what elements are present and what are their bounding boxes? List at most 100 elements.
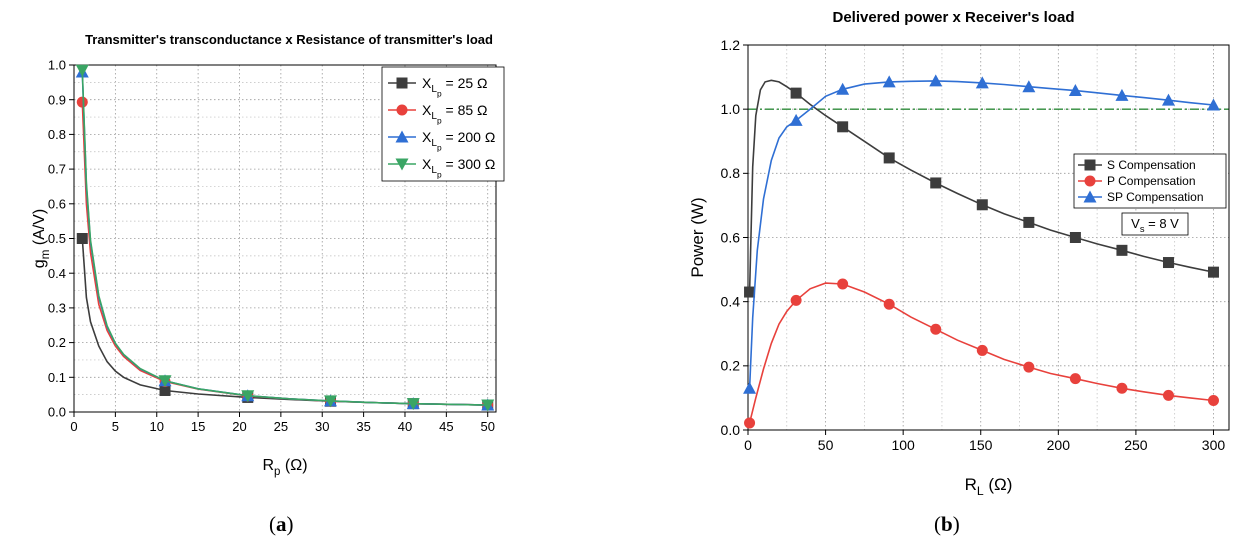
x-tick-label: 50	[480, 419, 494, 434]
series-1	[744, 79, 1219, 298]
data-point	[975, 76, 989, 89]
legend-marker	[1083, 190, 1097, 203]
data-point	[1207, 266, 1219, 278]
data-point	[1162, 257, 1174, 269]
legend-item: SP Compensation	[1078, 190, 1204, 204]
data-point	[1023, 216, 1035, 228]
x-tick-label: 30	[315, 419, 329, 434]
y-tick-label: 0.2	[48, 335, 66, 350]
y-tick-label: 0.8	[721, 165, 741, 181]
data-point	[1068, 84, 1082, 97]
x-tick-label: 5	[112, 419, 119, 434]
x-tick-label: 0	[744, 437, 752, 453]
data-point	[1116, 244, 1128, 256]
caption-b: (b)	[934, 512, 960, 536]
legend-label: XLp = 300 Ω	[422, 156, 495, 179]
x-tick-label: 40	[398, 419, 412, 434]
data-point	[1022, 80, 1036, 93]
x-tick-label: 25	[274, 419, 288, 434]
data-point	[76, 233, 88, 244]
y-tick-label: 0.0	[721, 422, 741, 438]
transconductance-chart: Transmitter's transconductance x Resista…	[31, 32, 505, 478]
chart-title: Delivered power x Receiver's load	[832, 9, 1074, 26]
data-point	[1069, 373, 1081, 385]
data-point	[241, 390, 255, 403]
data-point	[790, 87, 802, 99]
legend-item: S Compensation	[1078, 158, 1196, 172]
legend-item: XLp = 300 Ω	[388, 156, 495, 179]
legend-label: XLp = 200 Ω	[422, 129, 495, 152]
data-point	[1206, 98, 1220, 111]
data-point	[883, 298, 895, 310]
x-tick-label: 200	[1047, 437, 1071, 453]
annotation-box	[1121, 212, 1189, 236]
gridlines	[74, 64, 496, 412]
data-point	[1162, 389, 1174, 401]
y-tick-label: 1.0	[48, 58, 66, 73]
legend-marker	[1084, 159, 1096, 171]
x-tick-label: 20	[232, 419, 246, 434]
legend-label: SP Compensation	[1107, 190, 1204, 204]
data-point	[1207, 394, 1219, 406]
y-tick-label: 0.9	[48, 92, 66, 107]
legend-item: XLp = 25 Ω	[388, 75, 488, 98]
y-tick-label: 0.4	[48, 266, 66, 281]
data-point	[1115, 88, 1129, 101]
y-tick-label: 0.1	[48, 370, 66, 385]
y-tick-label: 0.4	[721, 294, 741, 310]
y-tick-label: 1.0	[721, 101, 741, 117]
data-point	[1069, 232, 1081, 243]
chart-title: Transmitter's transconductance x Resista…	[85, 32, 493, 47]
y-tick-label: 0.2	[721, 358, 741, 374]
x-tick-label: 100	[891, 437, 915, 453]
data-point	[159, 384, 171, 396]
data-point	[406, 398, 420, 411]
data-point	[1116, 382, 1128, 394]
y-tick-label: 1.2	[721, 37, 741, 53]
data-point	[789, 113, 803, 126]
y-tick-label: 0.3	[48, 300, 66, 315]
x-tick-label: 15	[191, 419, 205, 434]
legend: S Compensation P Compensation SP Compensat…	[1073, 153, 1227, 209]
legend-item: P Compensation	[1078, 174, 1196, 188]
delivered-power-chart: Delivered power x Receiver's load 0 50 100 1…	[688, 9, 1230, 498]
data-point	[883, 152, 895, 164]
legend-marker	[395, 158, 409, 171]
data-point	[836, 82, 850, 95]
legend-marker	[1084, 175, 1096, 187]
data-point	[158, 375, 172, 388]
data-point	[1161, 93, 1175, 106]
series-2	[744, 278, 1219, 429]
y-tick-label: 0.0	[48, 405, 66, 420]
x-axis-label: RL (Ω)	[965, 475, 1013, 498]
caption-a: (a)	[269, 512, 294, 536]
legend-marker	[395, 130, 409, 143]
y-tick-label: 0.8	[48, 127, 66, 142]
data-point	[837, 121, 849, 133]
x-tick-label: 50	[818, 437, 834, 453]
x-tick-label: 250	[1124, 437, 1148, 453]
data-point	[481, 399, 495, 412]
data-point	[930, 177, 942, 189]
legend-label: S Compensation	[1107, 158, 1196, 172]
data-point	[744, 286, 756, 298]
annotation-label: Vs = 8 V	[1131, 216, 1179, 234]
data-point	[882, 75, 896, 88]
x-tick-label: 300	[1202, 437, 1226, 453]
data-point	[75, 64, 89, 77]
data-point	[929, 74, 943, 87]
data-point	[743, 381, 757, 394]
series-1	[76, 233, 494, 411]
y-axis-label: gm (A/V)	[31, 209, 52, 268]
series-4	[75, 64, 495, 412]
legend-item: XLp = 200 Ω	[388, 129, 495, 152]
y-tick-label: 0.7	[48, 162, 66, 177]
y-axis-label: Power (W)	[688, 197, 707, 277]
legend-item: XLp = 85 Ω	[388, 102, 488, 125]
x-tick-label: 35	[356, 419, 370, 434]
legend-label: XLp = 85 Ω	[422, 102, 488, 125]
data-point	[324, 395, 338, 408]
legend-label: P Compensation	[1107, 174, 1196, 188]
legend-marker	[396, 77, 408, 89]
data-point	[976, 344, 988, 356]
